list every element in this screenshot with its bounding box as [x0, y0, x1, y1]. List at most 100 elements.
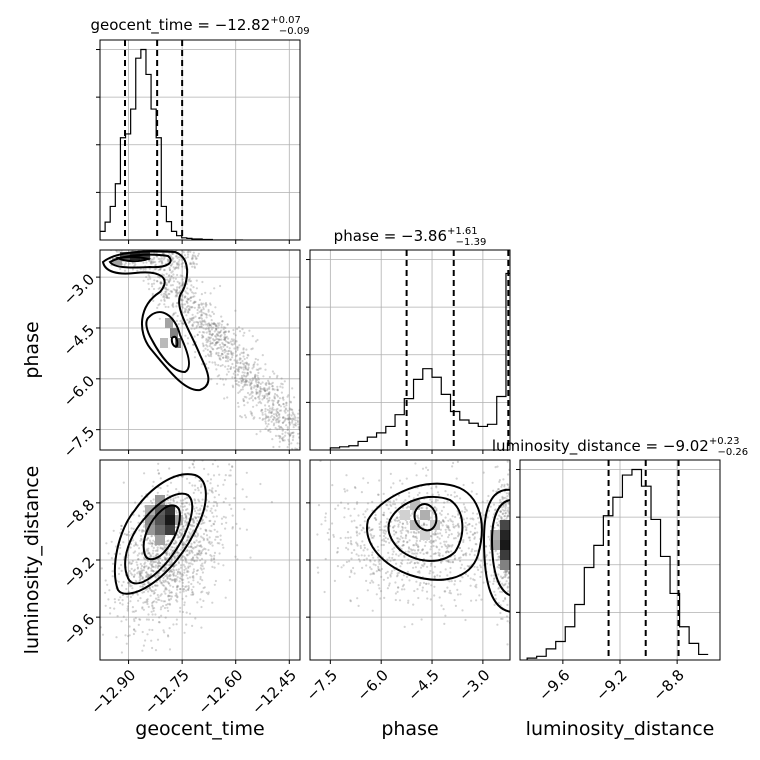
sample-point: [438, 548, 441, 551]
sample-point: [120, 620, 123, 623]
x-tick-label-geocent-time: −12.60: [194, 666, 246, 718]
sample-point: [172, 260, 175, 264]
sample-point: [217, 340, 220, 343]
sample-point: [436, 574, 439, 577]
sample-point: [127, 581, 130, 585]
sample-point: [173, 556, 176, 559]
sample-point: [507, 502, 510, 506]
sample-point: [270, 382, 273, 385]
sample-point: [181, 262, 185, 265]
sample-point: [203, 467, 206, 470]
sample-point: [181, 306, 185, 309]
sample-point: [358, 532, 361, 535]
sample-point: [171, 314, 174, 317]
sample-point: [320, 523, 323, 526]
density-cell: [155, 495, 165, 505]
sample-point: [226, 352, 229, 355]
sample-point: [250, 390, 253, 393]
sample-point: [192, 295, 195, 298]
sample-point: [184, 501, 188, 504]
sample-point: [258, 367, 261, 370]
sample-point: [345, 546, 348, 550]
sample-point: [447, 543, 450, 547]
sample-point: [111, 575, 114, 578]
sample-point: [336, 550, 339, 553]
density-cell: [410, 500, 420, 510]
sample-point: [168, 563, 171, 566]
sample-point: [405, 575, 409, 579]
sample-point: [237, 405, 240, 408]
sample-point: [378, 562, 381, 566]
sample-point: [215, 335, 218, 338]
sample-point: [200, 483, 203, 486]
sample-point: [407, 599, 410, 602]
sample-point: [185, 516, 188, 519]
sample-point: [336, 565, 339, 568]
sample-point: [193, 507, 196, 510]
sample-point: [421, 548, 424, 551]
sample-point: [215, 341, 218, 344]
density-cell: [500, 520, 510, 530]
sample-point: [142, 279, 145, 282]
sample-point: [193, 265, 196, 268]
sample-point: [243, 384, 246, 387]
sample-point: [145, 275, 148, 279]
sample-point: [435, 507, 438, 510]
sample-point: [501, 590, 504, 594]
sample-point: [170, 591, 173, 594]
sample-point: [242, 355, 245, 358]
sample-point: [371, 500, 374, 503]
sample-point: [178, 571, 181, 574]
sample-point: [164, 592, 167, 595]
sample-point: [281, 416, 285, 419]
sample-point: [202, 336, 205, 339]
sample-point: [281, 429, 284, 432]
sample-point: [433, 585, 436, 588]
sample-point: [213, 287, 216, 290]
sample-point: [204, 347, 207, 350]
sample-point: [141, 576, 144, 580]
sample-point: [154, 584, 157, 587]
density-cell: [400, 510, 410, 520]
sample-point: [521, 545, 523, 547]
sample-point: [152, 609, 155, 613]
sample-point: [165, 286, 168, 290]
sample-point: [291, 447, 294, 450]
sample-point: [412, 566, 415, 569]
sample-point: [197, 553, 200, 556]
sample-point: [262, 387, 265, 390]
sample-point: [143, 583, 146, 586]
sample-point: [175, 551, 178, 554]
sample-point: [164, 558, 167, 561]
sample-point: [161, 241, 163, 243]
sample-point: [401, 536, 404, 540]
sample-point: [401, 526, 404, 530]
sample-point: [254, 373, 257, 376]
sample-point: [206, 345, 209, 348]
sample-point: [184, 295, 187, 298]
sample-point: [277, 417, 280, 420]
sample-point: [420, 524, 423, 527]
sample-point: [278, 427, 281, 430]
sample-point: [523, 532, 525, 534]
sample-point: [260, 402, 263, 405]
sample-point: [238, 358, 241, 361]
sample-point: [121, 599, 124, 602]
sample-point: [230, 352, 233, 356]
sample-point: [274, 419, 278, 422]
sample-point: [198, 316, 201, 320]
sample-point: [185, 589, 188, 592]
sample-point: [114, 601, 117, 604]
sample-point: [504, 511, 507, 515]
sample-point: [285, 424, 288, 427]
sample-point: [301, 425, 303, 427]
sample-point: [208, 489, 211, 492]
sample-point: [173, 578, 176, 581]
sample-point: [267, 429, 270, 432]
sample-point: [182, 505, 185, 508]
sample-point: [404, 537, 407, 540]
sample-point: [264, 404, 267, 407]
sample-point: [192, 568, 195, 571]
sample-point: [186, 337, 190, 340]
